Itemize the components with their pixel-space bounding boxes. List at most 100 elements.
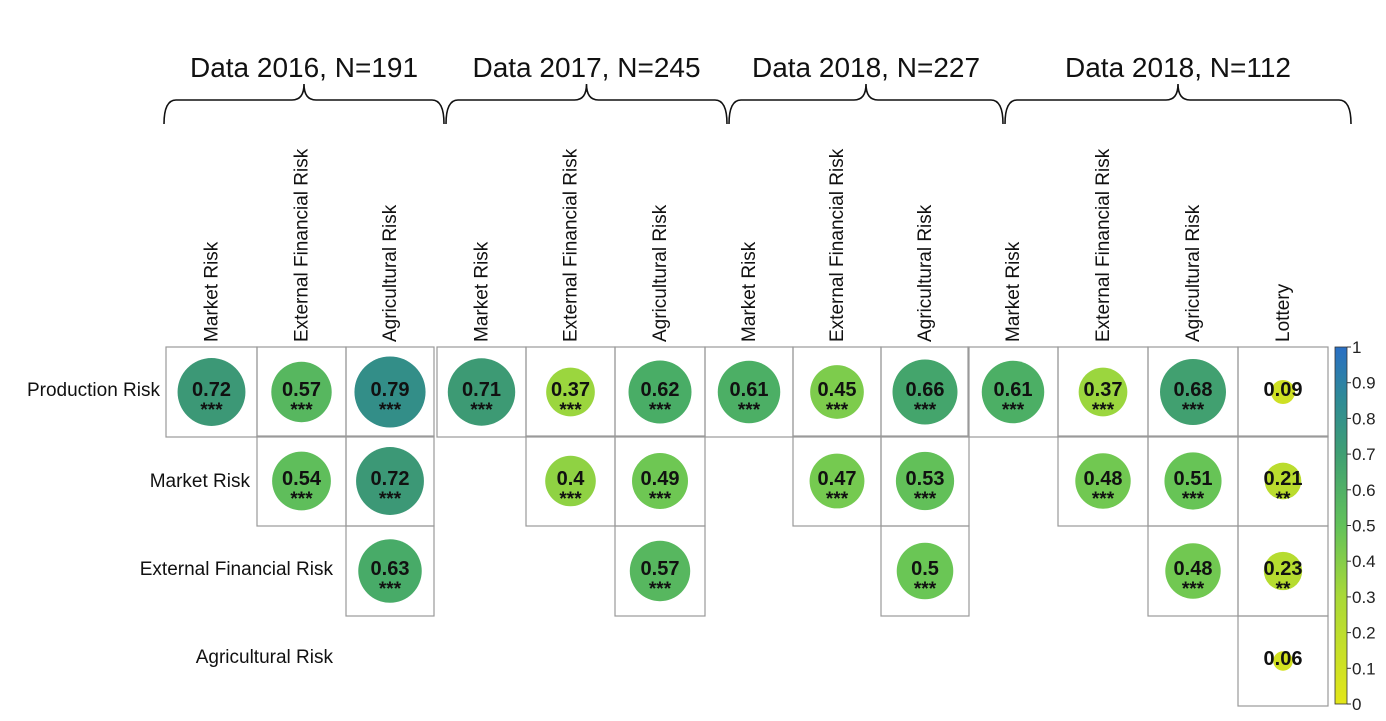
- colorbar-tick-label: 1: [1352, 338, 1361, 357]
- significance-stars: ***: [1002, 400, 1025, 421]
- cell-border: [880, 525, 970, 617]
- column-label: Market Risk: [739, 241, 760, 342]
- cell-border: [880, 346, 970, 438]
- correlation-circle: [809, 453, 865, 509]
- matrix-cell: 0.79***: [345, 346, 435, 438]
- correlation-value: 0.23: [1264, 558, 1303, 580]
- significance-stars: ***: [826, 400, 849, 421]
- colorbar-tick-label: 0.1: [1352, 659, 1376, 678]
- row-label: Agricultural Risk: [196, 647, 334, 668]
- matrix-cell: 0.47***: [792, 435, 882, 527]
- column-label: External Financial Risk: [827, 148, 848, 342]
- colorbar-tick-label: 0.7: [1352, 445, 1376, 464]
- colorbar-tick-label: 0.2: [1352, 624, 1376, 643]
- correlation-circle: [272, 451, 331, 511]
- column-label: Agricultural Risk: [380, 204, 401, 342]
- correlation-value: 0.5: [911, 558, 939, 580]
- correlation-circle: [1165, 543, 1221, 599]
- correlation-value: 0.62: [641, 379, 680, 401]
- matrix-cell: 0.4***: [525, 435, 616, 527]
- column-label: Agricultural Risk: [1183, 204, 1204, 342]
- colorbar-tick-label: 0.9: [1352, 374, 1376, 393]
- colorbar-legend: 0 0.1 0.2 0.3 0.4 0.5 0.6 0.7 0.8 0.9 1: [1334, 338, 1376, 714]
- cell-border: [345, 346, 435, 438]
- colorbar-tick-label: 0.3: [1352, 588, 1376, 607]
- significance-stars: ***: [914, 489, 937, 510]
- significance-stars: ***: [290, 400, 313, 421]
- significance-stars: ***: [826, 489, 849, 510]
- matrix-cell: 0.57***: [614, 525, 706, 617]
- correlation-value: 0.45: [818, 379, 857, 401]
- matrix-cell: 0.23**: [1237, 525, 1329, 617]
- matrix-cell: 0.45***: [792, 346, 882, 438]
- correlation-circle: [1164, 452, 1222, 510]
- cell-border: [1237, 346, 1329, 438]
- correlation-value: 0.57: [282, 379, 321, 401]
- column-label: External Financial Risk: [292, 148, 313, 342]
- colorbar-tick-label: 0.4: [1352, 552, 1376, 571]
- row-label: Production Risk: [27, 380, 161, 401]
- panel-bracket: [163, 83, 445, 125]
- correlation-circle: [546, 367, 595, 417]
- correlation-value: 0.68: [1174, 379, 1213, 401]
- correlation-circle: [1271, 380, 1295, 404]
- column-label: Market Risk: [472, 241, 493, 342]
- correlation-value: 0.66: [906, 379, 945, 401]
- correlation-circle: [632, 453, 688, 509]
- significance-stars: ***: [559, 489, 582, 510]
- significance-stars: ***: [379, 400, 402, 421]
- matrix-cell: 0.72***: [165, 346, 258, 438]
- correlation-value: 0.54: [282, 468, 322, 490]
- correlation-circle: [1264, 462, 1302, 500]
- significance-stars: ***: [649, 489, 672, 510]
- correlation-circle: [1263, 551, 1303, 591]
- panel: Data 2018, N=227 Market Risk External Fina…: [704, 52, 1004, 617]
- correlation-value: 0.21: [1264, 468, 1303, 490]
- correlation-value: 0.61: [730, 379, 769, 401]
- panels-layer: Data 2016, N=191 Market Risk External Fina…: [163, 52, 1352, 707]
- correlation-value: 0.51: [1174, 468, 1213, 490]
- matrix-cell: 0.49***: [614, 435, 706, 527]
- correlation-circle: [1078, 367, 1128, 417]
- matrix-cell: 0.48***: [1147, 525, 1239, 617]
- panel-title: Data 2017, N=245: [472, 52, 700, 83]
- correlation-circle: [358, 539, 422, 603]
- correlation-circle: [895, 451, 955, 511]
- significance-stars: ***: [1182, 579, 1205, 600]
- panel-bracket: [445, 83, 728, 125]
- correlation-circle: [810, 365, 864, 419]
- correlation-value: 0.06: [1264, 648, 1303, 670]
- correlation-circle: [356, 447, 424, 515]
- significance-stars: ***: [379, 579, 402, 600]
- significance-stars: ***: [1092, 400, 1115, 421]
- matrix-cell: 0.61***: [704, 346, 794, 438]
- correlation-value: 0.71: [462, 379, 501, 401]
- significance-stars: **: [1276, 489, 1291, 510]
- correlation-value: 0.47: [818, 468, 857, 490]
- significance-stars: **: [1276, 579, 1291, 600]
- significance-stars: ***: [649, 400, 672, 421]
- correlation-value: 0.09: [1264, 379, 1303, 401]
- correlation-circle: [981, 360, 1045, 424]
- correlation-circle: [1075, 453, 1131, 509]
- correlation-value: 0.48: [1174, 558, 1213, 580]
- matrix-cell: 0.54***: [256, 435, 347, 527]
- matrix-cell: 0.57***: [256, 346, 347, 438]
- correlation-circle: [1273, 651, 1293, 671]
- correlation-value: 0.49: [641, 468, 680, 490]
- significance-stars: ***: [649, 579, 672, 600]
- panel-title: Data 2018, N=227: [752, 52, 980, 83]
- row-labels-layer: Production Risk Market Risk External Finan…: [27, 380, 334, 668]
- panel: Data 2018, N=112 Market Risk External Fina…: [967, 52, 1352, 707]
- column-label: Market Risk: [202, 241, 223, 342]
- matrix-cell: 0.21**: [1237, 435, 1329, 527]
- matrix-cell: 0.37***: [525, 346, 616, 438]
- column-label: Agricultural Risk: [650, 204, 671, 342]
- cell-border: [614, 525, 706, 617]
- matrix-cell: 0.71***: [436, 346, 527, 438]
- matrix-cell: 0.06: [1237, 615, 1329, 707]
- column-label: Market Risk: [1003, 241, 1024, 342]
- correlation-circle: [354, 356, 426, 428]
- significance-stars: ***: [290, 489, 313, 510]
